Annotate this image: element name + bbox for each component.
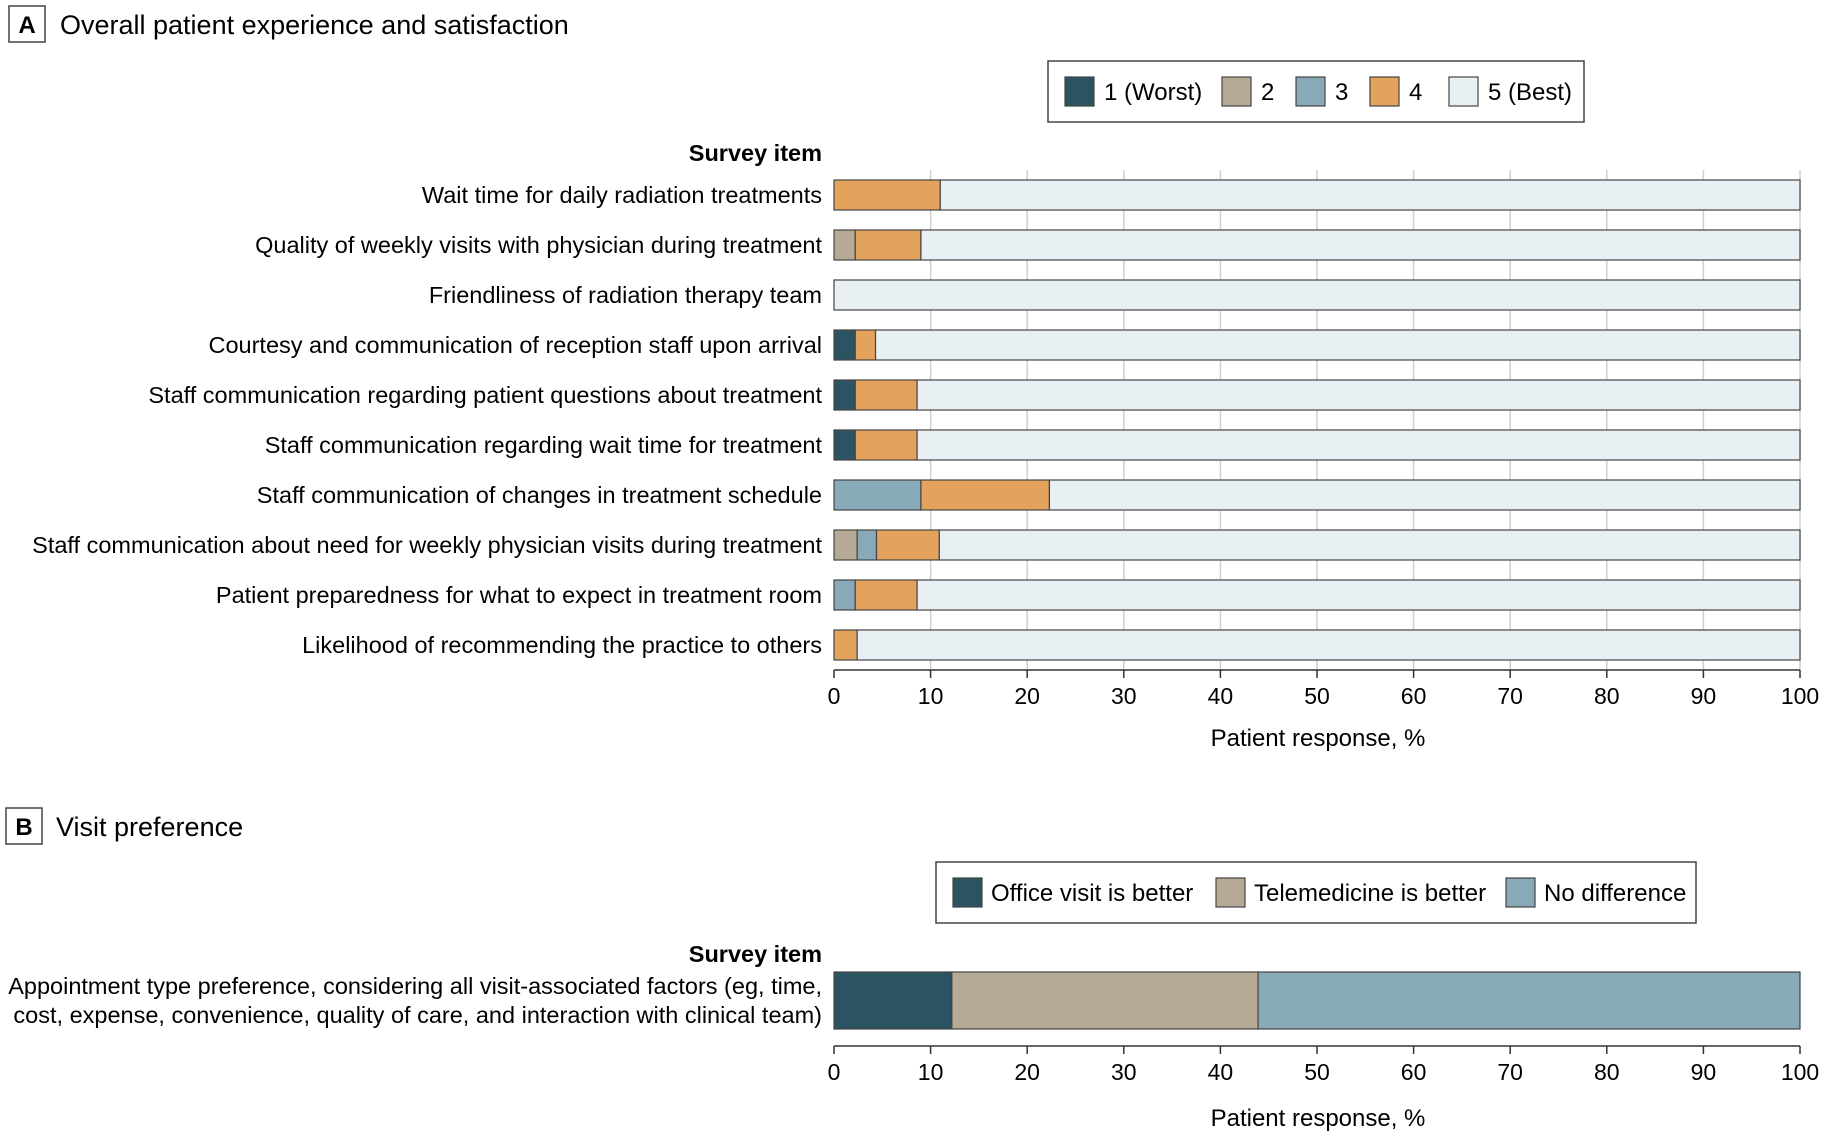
panel-a-legend: 1 (Worst) 2 3 4 5 (Best) [1047,60,1585,123]
panel-b-legend-box [935,861,1697,924]
panel-b-x-tick-label: 30 [1111,1059,1137,1085]
panel-a-category-label: Wait time for daily radiation treatments [422,182,822,208]
panel-a-bar-segment [833,629,858,661]
panel-a-legend-label: 3 [1335,79,1348,106]
panel-a-category-label: Patient preparedness for what to expect … [216,582,822,608]
panel-a-bar-segment [916,579,1801,611]
panel-b-header: B Visit preference [5,807,243,845]
panel-b-x-tick-label: 90 [1691,1059,1717,1085]
panel-a-legend-label: 5 (Best) [1488,79,1572,106]
panel-a-bar-segment [874,329,1801,361]
panel-b-x-tick-label: 50 [1304,1059,1330,1085]
panel-b-letter: B [15,814,32,841]
panel-a-category-label: Likelihood of recommending the practice … [302,632,822,658]
panel-a-bar-segment [856,629,1801,661]
panel-b-bar-segment [1257,971,1801,1030]
panel-a-category-label: Staff communication of changes in treatm… [257,482,822,508]
panel-a-category-label: Quality of weekly visits with physician … [255,232,822,258]
panel-a-bar-segment [833,579,856,611]
panel-b-x-tick-label: 40 [1208,1059,1234,1085]
panel-a-bar-segment [854,579,918,611]
panel-a-category-label: Staff communication regarding patient qu… [148,382,822,408]
panel-a-letter-box [8,5,46,43]
panel-a-bar-segment [1048,479,1801,511]
panel-a-header: A Overall patient experience and satisfa… [8,5,569,43]
panel-a-bar-segment [939,179,1801,211]
panel-a-bar-segment [854,329,877,361]
panel-a-bar-segment [854,229,922,261]
panel-a-x-axis-title: Patient response, % [1211,725,1426,752]
panel-b-bar-segment [951,971,1259,1030]
panel-a-x-tick-label: 40 [1208,683,1234,709]
panel-a-bar-segment [854,379,918,411]
panel-b-plot: Appointment type preference, considering… [8,971,1819,1085]
panel-b-legend-label: Telemedicine is better [1254,880,1486,907]
panel-a-y-axis-title: Survey item [689,140,822,166]
panel-a-legend-label: 2 [1261,79,1274,106]
panel-a-x-tick-label: 10 [918,683,944,709]
panel-b-x-tick-label: 100 [1781,1059,1819,1085]
panel-a-bar-segment [856,529,878,561]
panel-b-legend: Office visit is better Telemedicine is be… [935,861,1697,924]
panel-a-bar-segment [916,379,1801,411]
panel-a-bar-segment [920,479,1051,511]
panel-a-category-label: Staff communication about need for weekl… [32,532,822,558]
panel-a-title: Overall patient experience and satisfact… [60,10,569,40]
panel-a-bar-segment [875,529,940,561]
panel-a-legend-swatch [1064,76,1095,107]
panel-a-bar-segment [916,429,1801,461]
panel-a-legend-swatch [1221,76,1252,107]
panel-a-legend-swatch [1448,76,1479,107]
panel-b-category-label: cost, expense, convenience, quality of c… [13,1002,822,1028]
panel-a-plot: Wait time for daily radiation treatments… [32,170,1819,709]
panel-b-x-axis-title: Patient response, % [1211,1105,1426,1132]
panel-a-legend-swatch [1369,76,1400,107]
panel-a-letter: A [18,12,35,39]
panel-a-legend-box [1047,60,1585,123]
panel-b-x-tick-label: 0 [828,1059,841,1085]
panel-a-legend-swatch [1295,76,1326,107]
panel-a-bar-segment [920,229,1801,261]
panel-a-legend-label: 4 [1409,79,1422,106]
panel-a-x-tick-label: 30 [1111,683,1137,709]
panel-a-category-label: Staff communication regarding wait time … [265,432,823,458]
panel-a-bar-segment [854,429,918,461]
panel-a-bar-segment [833,279,1801,311]
panel-a-legend-label: 1 (Worst) [1104,79,1202,106]
panel-b-legend-label: No difference [1544,880,1686,907]
panel-b-legend-swatch [1215,877,1246,908]
panel-a-x-tick-label: 90 [1691,683,1717,709]
panel-b-x-tick-label: 70 [1497,1059,1523,1085]
panel-a-x-tick-label: 50 [1304,683,1330,709]
panel-b-legend-swatch [952,877,983,908]
panel-a-bar-segment [938,529,1801,561]
panel-b-legend-swatch [1505,877,1536,908]
panel-b-title: Visit preference [56,812,243,842]
panel-a-x-tick-label: 100 [1781,683,1819,709]
panel-a-bar-segment [833,479,922,511]
panel-b-x-tick-label: 10 [918,1059,944,1085]
panel-a-bar-segment [833,329,856,361]
panel-a-x-tick-label: 0 [828,683,841,709]
panel-a-x-tick-label: 20 [1014,683,1040,709]
panel-b-letter-box [5,807,43,845]
panel-a-bar-segment [833,229,856,261]
panel-a-category-label: Friendliness of radiation therapy team [429,282,822,308]
panel-b-x-tick-label: 80 [1594,1059,1620,1085]
panel-a-x-tick-label: 80 [1594,683,1620,709]
panel-b-legend-label: Office visit is better [991,880,1193,907]
panel-a-bar-segment [833,429,856,461]
panel-a-x-tick-label: 60 [1401,683,1427,709]
panel-a-category-label: Courtesy and communication of reception … [208,332,822,358]
panel-b-y-axis-title: Survey item [689,941,822,967]
panel-b-bar-segment [833,971,953,1030]
panel-b-category-label: Appointment type preference, considering… [8,973,822,999]
panel-a-bar-segment [833,529,858,561]
panel-b-x-tick-label: 20 [1014,1059,1040,1085]
panel-a-bar-segment [833,379,856,411]
panel-b-x-tick-label: 60 [1401,1059,1427,1085]
panel-a-bar-segment [833,179,941,211]
panel-a-x-tick-label: 70 [1497,683,1523,709]
